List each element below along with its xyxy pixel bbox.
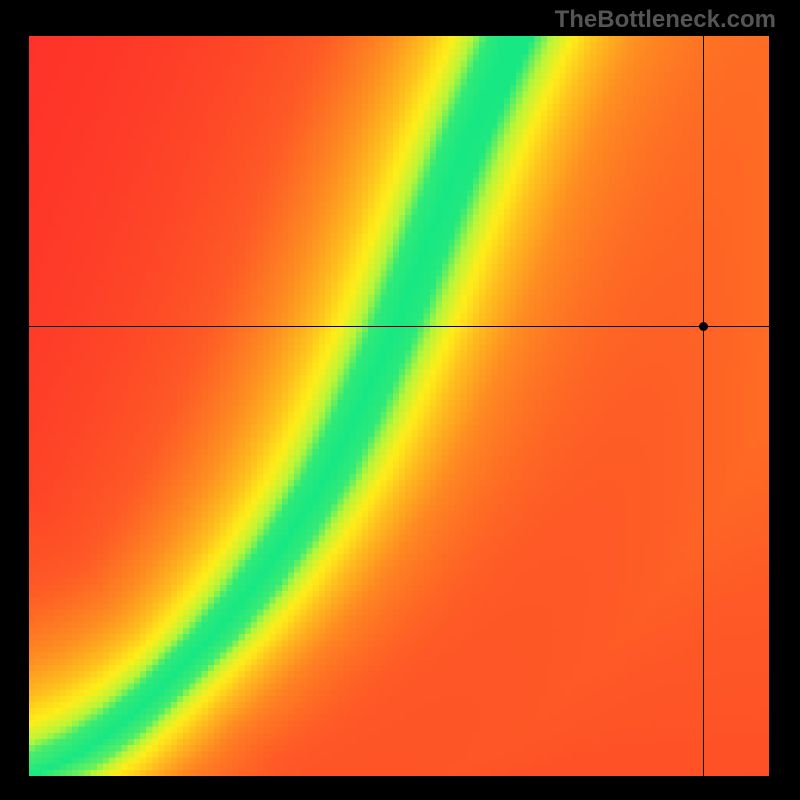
bottleneck-heatmap [29, 36, 769, 776]
crosshair-vertical [703, 36, 704, 776]
crosshair-horizontal [29, 326, 769, 327]
watermark-text: TheBottleneck.com [555, 6, 776, 34]
